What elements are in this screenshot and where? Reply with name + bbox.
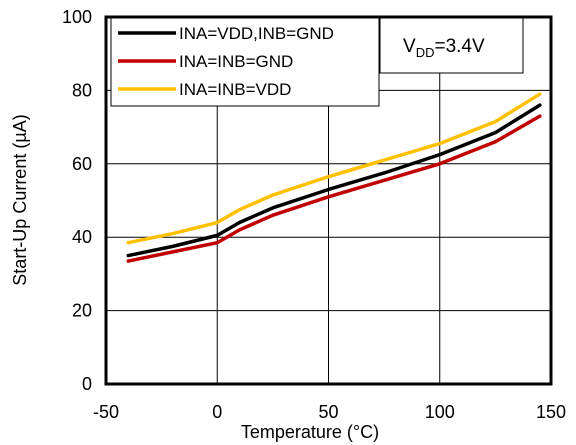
series-line (126, 103, 542, 258)
legend-label: INA=INB=VDD (179, 80, 291, 99)
legend: INA=VDD,INB=GND INA=INB=GND INA=INB=VDD (110, 17, 380, 107)
vdd-value: =3.4V (434, 36, 485, 57)
x-tick-label: 150 (536, 402, 566, 422)
series-lines (126, 92, 542, 263)
y-tick-label: 20 (72, 301, 92, 321)
x-axis-title: Temperature (°C) (241, 422, 379, 442)
x-tick-label: 50 (318, 402, 338, 422)
series-line (126, 92, 542, 245)
legend-label: INA=VDD,INB=GND (179, 24, 334, 43)
legend-label: INA=INB=GND (179, 52, 293, 71)
vdd-subscript: DD (416, 45, 435, 60)
vdd-annotation-box (379, 17, 524, 74)
y-axis-title: Start-Up Current (µA) (10, 114, 30, 285)
vdd-annotation-text: VDD=3.4V (403, 36, 485, 60)
y-tick-label: 40 (72, 227, 92, 247)
y-tick-labels: 0 20 40 60 80 100 (62, 7, 92, 394)
vdd-annotation: VDD=3.4V (379, 17, 524, 74)
x-tick-labels: -50 0 50 100 150 (93, 402, 566, 422)
plot-frame (104, 15, 553, 386)
y-tick-label: 0 (82, 374, 92, 394)
x-tick-label: 100 (425, 402, 455, 422)
y-tick-label: 100 (62, 7, 92, 27)
x-tick-label: 0 (212, 402, 222, 422)
y-tick-label: 60 (72, 154, 92, 174)
x-tick-label: -50 (93, 402, 119, 422)
series-line (126, 114, 542, 263)
y-tick-label: 80 (72, 80, 92, 100)
vdd-main: V (403, 36, 416, 57)
